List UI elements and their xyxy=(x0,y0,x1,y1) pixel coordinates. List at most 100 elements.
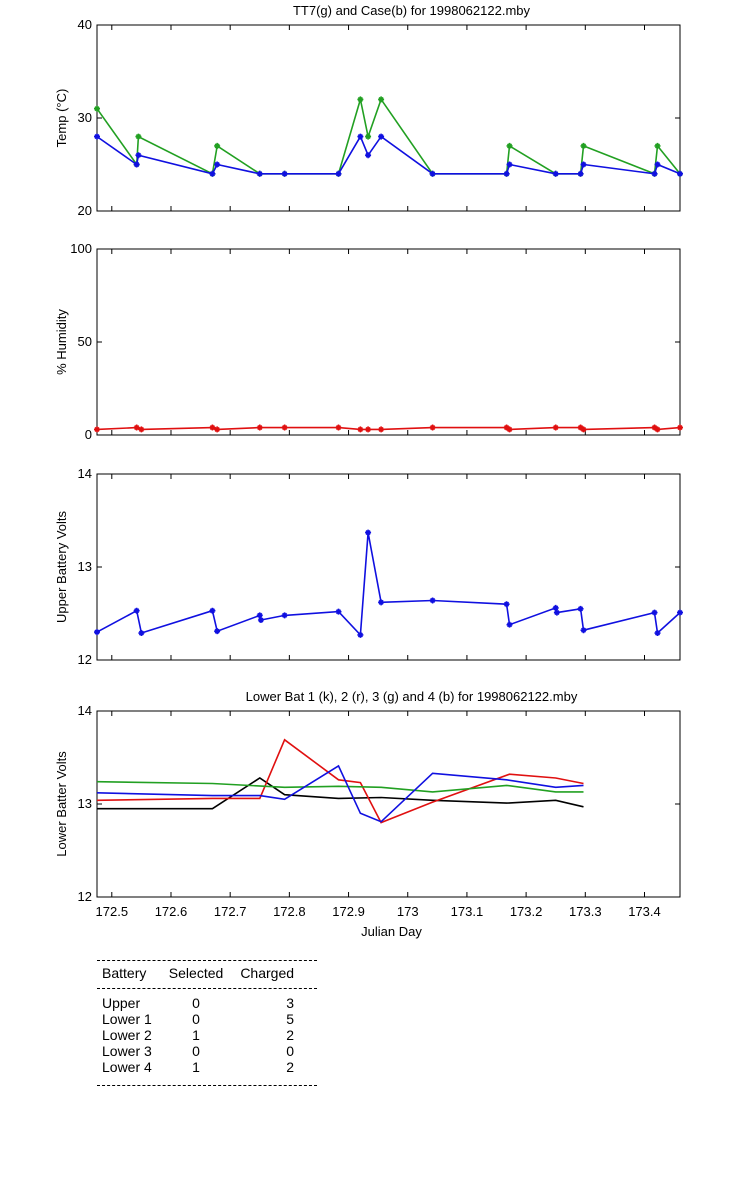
data-point xyxy=(357,426,364,433)
y-tick-label: 0 xyxy=(85,427,92,442)
data-point xyxy=(503,170,510,177)
data-point xyxy=(580,426,587,433)
data-point xyxy=(94,629,100,636)
data-point xyxy=(357,96,364,103)
cell-battery: Lower 4 xyxy=(102,1059,152,1075)
data-point xyxy=(378,599,385,606)
cell-charged: 3 xyxy=(286,995,295,1011)
data-point xyxy=(365,529,372,536)
data-point xyxy=(335,608,342,615)
y-tick-label: 13 xyxy=(78,796,92,811)
data-point xyxy=(281,424,288,431)
data-point xyxy=(577,605,584,612)
series-line xyxy=(96,134,681,175)
series-line xyxy=(96,764,584,823)
data-point xyxy=(378,426,385,433)
series-line xyxy=(96,532,681,637)
data-point xyxy=(138,426,145,433)
data-point xyxy=(257,617,264,624)
data-point xyxy=(506,426,513,433)
data-point xyxy=(506,621,513,628)
data-point xyxy=(506,142,513,149)
table-row: Upper 0 3 xyxy=(97,995,317,1011)
data-point xyxy=(429,170,436,177)
plot-frame xyxy=(96,248,681,436)
data-point xyxy=(552,424,559,431)
series-line xyxy=(96,97,681,175)
data-point xyxy=(94,426,100,433)
plot-frame xyxy=(96,473,681,661)
data-point xyxy=(677,609,683,616)
data-point xyxy=(577,424,584,431)
y-tick-label: 20 xyxy=(78,203,92,218)
chart-title: TT7(g) and Case(b) for 1998062122.mby xyxy=(293,3,531,18)
data-point xyxy=(281,612,288,619)
series-line xyxy=(96,426,681,431)
cell-charged: 2 xyxy=(286,1027,295,1043)
data-point xyxy=(357,133,364,140)
series-line xyxy=(97,777,584,810)
data-point xyxy=(580,142,587,149)
data-point xyxy=(552,604,559,611)
data-point xyxy=(654,161,661,168)
data-point xyxy=(133,607,140,614)
x-tick-label: 173 xyxy=(397,904,419,919)
y-tick-label: 40 xyxy=(78,17,92,32)
data-point xyxy=(214,426,221,433)
data-point xyxy=(580,161,587,168)
data-point xyxy=(506,161,513,168)
x-tick-label: 173.4 xyxy=(628,904,661,919)
y-tick-label: 100 xyxy=(70,241,92,256)
series-line xyxy=(96,780,584,793)
table-divider xyxy=(97,1085,317,1086)
x-tick-label: 172.5 xyxy=(96,904,129,919)
data-point xyxy=(429,424,436,431)
cell-selected: 0 xyxy=(192,1043,200,1059)
data-point xyxy=(365,426,372,433)
table-row: Lower 3 0 0 xyxy=(97,1043,317,1059)
data-point xyxy=(357,631,364,638)
data-point xyxy=(503,601,510,608)
data-point xyxy=(503,424,510,431)
data-point xyxy=(214,628,221,635)
data-point xyxy=(209,170,216,177)
cell-charged: 5 xyxy=(286,1011,295,1027)
table-divider xyxy=(97,988,317,989)
data-point xyxy=(138,630,145,637)
data-point xyxy=(365,152,372,159)
y-axis-label: Temp (°C) xyxy=(54,89,69,148)
plot-frame xyxy=(96,710,681,898)
data-point xyxy=(256,612,263,619)
data-point xyxy=(651,424,658,431)
cell-selected: 1 xyxy=(192,1027,200,1043)
data-point xyxy=(378,96,385,103)
data-point xyxy=(209,424,216,431)
data-point xyxy=(256,170,263,177)
data-point xyxy=(135,152,142,159)
cell-charged: 2 xyxy=(286,1059,295,1075)
y-tick-label: 14 xyxy=(78,703,92,718)
data-point xyxy=(94,105,100,112)
y-tick-label: 14 xyxy=(78,466,92,481)
x-tick-label: 172.7 xyxy=(214,904,247,919)
data-point xyxy=(133,424,140,431)
data-point xyxy=(654,426,661,433)
data-point xyxy=(214,161,221,168)
y-tick-label: 13 xyxy=(78,559,92,574)
cell-battery: Upper xyxy=(102,995,141,1011)
data-point xyxy=(654,630,661,637)
data-point xyxy=(651,170,658,177)
cell-battery: Lower 2 xyxy=(102,1027,152,1043)
data-point xyxy=(552,170,559,177)
data-point xyxy=(256,424,263,431)
data-point xyxy=(553,609,560,616)
y-axis-label: % Humidity xyxy=(54,309,69,375)
cell-selected: 1 xyxy=(192,1059,200,1075)
table-row: Lower 1 0 5 xyxy=(97,1011,317,1027)
x-tick-label: 172.8 xyxy=(273,904,306,919)
x-tick-label: 173.3 xyxy=(569,904,602,919)
cell-battery: Lower 1 xyxy=(102,1011,152,1027)
plot-frame xyxy=(96,24,681,212)
y-tick-label: 30 xyxy=(78,110,92,125)
y-tick-label: 50 xyxy=(78,334,92,349)
